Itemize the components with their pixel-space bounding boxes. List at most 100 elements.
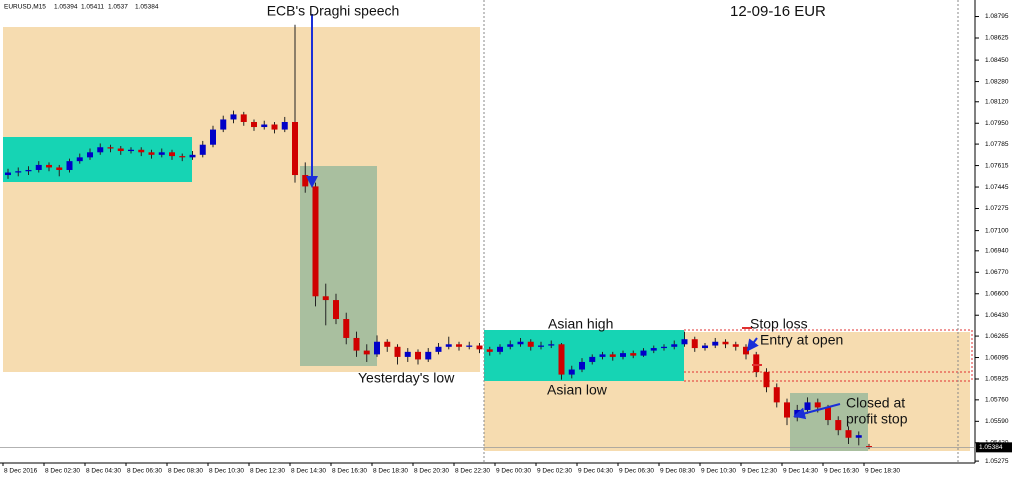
- candle-body: [435, 346, 442, 352]
- candle-body: [548, 344, 555, 346]
- candle-body: [855, 435, 862, 438]
- candle-body: [517, 341, 524, 345]
- x-tick-label: 8 Dec 2016: [4, 468, 38, 475]
- y-tick-label: 1.07445: [985, 184, 1009, 191]
- x-tick-label: 9 Dec 16:30: [824, 468, 859, 475]
- candle-body: [76, 157, 83, 162]
- candle-body: [87, 152, 93, 158]
- y-tick-label: 1.08120: [985, 98, 1009, 105]
- candle-body: [722, 341, 729, 345]
- candle-body: [363, 350, 370, 355]
- y-tick-label: 1.06770: [985, 269, 1009, 276]
- y-tick-label: 1.05275: [985, 458, 1009, 465]
- candle-body: [712, 341, 719, 346]
- candle-body: [281, 121, 288, 130]
- y-tick-label: 1.08795: [985, 13, 1009, 20]
- candle-body: [825, 407, 831, 421]
- zone-drop: [300, 166, 377, 366]
- candle-body: [702, 345, 708, 349]
- annotation: Yesterday's low: [358, 370, 455, 386]
- candle-body: [199, 144, 206, 155]
- candle-body: [599, 354, 606, 357]
- candle-body: [46, 164, 52, 168]
- candle-body: [220, 119, 227, 130]
- candle-body: [681, 339, 688, 345]
- candle-body: [230, 114, 237, 120]
- candle-body: [271, 124, 278, 130]
- candle-body: [210, 129, 216, 145]
- last-price-label: 1.05384: [979, 444, 1003, 451]
- candle-body: [445, 344, 452, 347]
- y-tick-label: 1.05590: [985, 418, 1009, 425]
- candle-body: [56, 167, 63, 170]
- candle-body: [312, 186, 319, 297]
- y-tick-label: 1.06940: [985, 248, 1009, 255]
- x-tick-label: 9 Dec 04:30: [578, 468, 613, 475]
- candle-body: [292, 121, 298, 176]
- x-tick-label: 9 Dec 02:30: [537, 468, 572, 475]
- candle-body: [814, 402, 821, 408]
- candle-body: [671, 344, 678, 347]
- candle-body: [804, 402, 811, 410]
- candle-body: [640, 350, 647, 356]
- annotation: profit stop: [846, 411, 908, 427]
- candle-body: [261, 124, 268, 128]
- candle-body: [650, 348, 657, 351]
- candle-body: [353, 337, 360, 351]
- last-price-box: [976, 442, 1012, 453]
- candle-body: [609, 354, 616, 357]
- candle-body: [456, 344, 462, 347]
- candle-body: [476, 345, 483, 350]
- y-tick-label: 1.07100: [985, 227, 1009, 234]
- annotation: Stop loss: [750, 316, 808, 332]
- annotation: Asian high: [548, 316, 613, 332]
- x-tick-label: 8 Dec 12:30: [250, 468, 285, 475]
- x-tick-label: 8 Dec 08:30: [168, 468, 203, 475]
- candle-body: [527, 341, 534, 347]
- candle-body: [497, 346, 503, 352]
- x-tick-label: 8 Dec 02:30: [45, 468, 80, 475]
- candle-body: [251, 121, 257, 128]
- candle-body: [753, 354, 760, 373]
- y-tick-label: 1.06095: [985, 354, 1009, 361]
- x-tick-label: 9 Dec 18:30: [865, 468, 900, 475]
- candle-body: [415, 351, 421, 360]
- x-tick-label: 8 Dec 22:30: [455, 468, 490, 475]
- arrow: [746, 337, 759, 352]
- range-lines: [684, 329, 973, 382]
- zone-profit: [790, 393, 868, 451]
- y-tick-label: 1.07615: [985, 162, 1009, 169]
- y-tick-label: 1.08280: [985, 78, 1009, 85]
- quote-open: 1.05394: [54, 4, 78, 11]
- candle-body: [568, 369, 575, 375]
- annotation: Entry at open: [760, 332, 843, 348]
- x-tick-label: 9 Dec 00:30: [496, 468, 531, 475]
- x-tick-label: 9 Dec 10:30: [701, 468, 736, 475]
- candle-body: [845, 430, 852, 438]
- candle-body: [579, 361, 585, 370]
- candle-body: [97, 147, 104, 153]
- candle-body: [589, 356, 596, 362]
- candle-body: [15, 171, 22, 173]
- candle-body: [138, 149, 145, 153]
- candle-body: [558, 344, 565, 375]
- x-tick-label: 8 Dec 10:30: [209, 468, 244, 475]
- chart-title: 12-09-16 EUR: [730, 3, 826, 20]
- candle-body: [322, 296, 329, 301]
- symbol: EURUSD,M15: [4, 4, 46, 11]
- candle-body: [169, 152, 175, 157]
- x-tick-label: 8 Dec 18:30: [373, 468, 408, 475]
- candle-body: [394, 346, 401, 357]
- candle-body: [189, 154, 196, 158]
- candle-body: [507, 344, 514, 347]
- candle-body: [538, 345, 544, 347]
- x-tick-label: 8 Dec 20:30: [414, 468, 449, 475]
- x-tick-label: 8 Dec 04:30: [86, 468, 121, 475]
- candle-body: [240, 114, 247, 122]
- annotation: Closed at: [846, 395, 905, 411]
- candle-body: [117, 148, 124, 152]
- candle-body: [763, 372, 770, 388]
- candle-body: [25, 169, 32, 172]
- candle-body: [302, 175, 309, 187]
